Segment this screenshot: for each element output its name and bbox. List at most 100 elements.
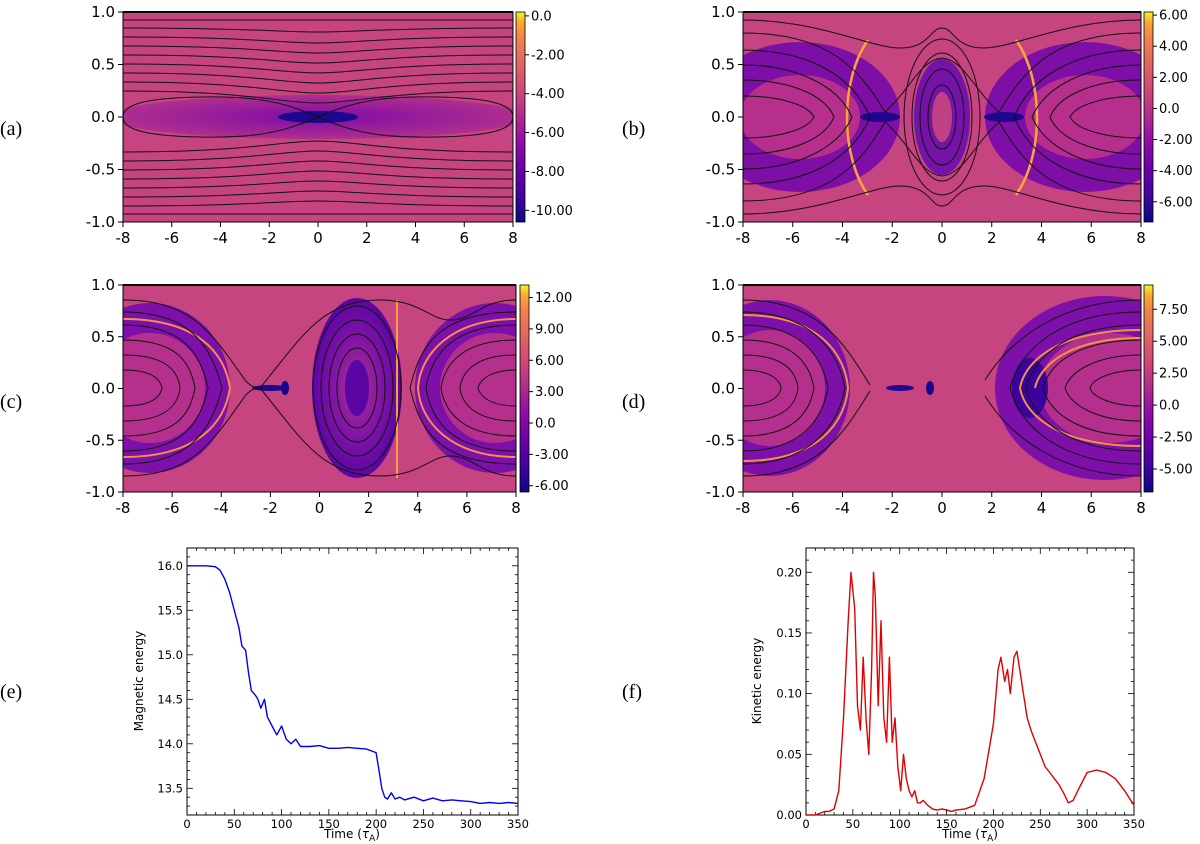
data-point bbox=[375, 752, 377, 754]
data-point bbox=[932, 808, 933, 810]
data-point bbox=[1053, 778, 1055, 779]
colorbar-tick-label: 0.0 bbox=[1159, 399, 1180, 414]
ytick-label: -0.5 bbox=[86, 431, 115, 449]
data-point bbox=[955, 809, 957, 811]
ytick-label: -1.0 bbox=[86, 483, 115, 501]
data-point bbox=[843, 717, 844, 719]
data-point bbox=[371, 750, 372, 752]
colorbar-tick-label: 0.0 bbox=[535, 417, 556, 432]
xtick-label: -4 bbox=[835, 499, 850, 517]
xtick-label: 6 bbox=[462, 499, 472, 517]
data-point bbox=[886, 741, 887, 743]
panel-e-xlabel: Time (τA) bbox=[323, 827, 380, 844]
data-point bbox=[248, 672, 249, 673]
panel-c-colorbar-ticks: 12.00 9.00 6.00 3.00 0.0 -3.00 -6.00 bbox=[529, 291, 572, 494]
panel-f-ylabel: Kinetic energy bbox=[750, 638, 764, 724]
colorbar-tick-label: -2.50 bbox=[1159, 431, 1193, 446]
ytick-label: 1.0 bbox=[91, 276, 115, 294]
panel-c-label: (c) bbox=[0, 391, 22, 413]
panel-e-plot: 0 50 100 150 200 250 300 350 16.0 15.5 15.0 14.5 14.… bbox=[157, 547, 529, 831]
ytick-label: 14.5 bbox=[157, 692, 183, 706]
ytick-label: 0.5 bbox=[91, 328, 115, 346]
panel-f-frame bbox=[805, 547, 1135, 816]
panel-d-colorbar-ticks: 7.50 5.00 2.50 0.0 -2.50 -5.00 bbox=[1153, 303, 1193, 478]
colorbar-tick-label: 9.00 bbox=[535, 322, 564, 337]
xtick-label: 200 bbox=[982, 817, 1004, 831]
xtick-label: 150 bbox=[318, 817, 340, 831]
panel-d-field bbox=[743, 285, 1141, 492]
data-point bbox=[281, 725, 282, 727]
data-point bbox=[245, 649, 247, 651]
data-point bbox=[897, 766, 899, 767]
data-point bbox=[285, 738, 287, 740]
data-point bbox=[964, 808, 966, 810]
data-point bbox=[922, 800, 924, 801]
data-point bbox=[850, 571, 852, 573]
xtick-label: 200 bbox=[365, 817, 387, 831]
data-point bbox=[404, 799, 405, 801]
xtick-label: 350 bbox=[1123, 817, 1145, 831]
ytick-label: -0.5 bbox=[706, 161, 735, 179]
data-point bbox=[889, 656, 890, 658]
magnetic-energy-line bbox=[187, 565, 519, 805]
data-point bbox=[432, 797, 434, 799]
panel-f-xlabel: Time (τA) bbox=[941, 827, 998, 844]
data-point bbox=[1023, 693, 1024, 695]
xtick-label: 300 bbox=[460, 817, 482, 831]
data-point bbox=[1114, 778, 1116, 779]
panel-c-field-lines bbox=[123, 299, 516, 477]
data-point bbox=[387, 798, 388, 800]
data-point bbox=[196, 565, 197, 567]
data-point bbox=[489, 802, 491, 803]
colorbar-tick-label: 6.00 bbox=[535, 354, 564, 369]
xtick-label: -2 bbox=[885, 499, 900, 517]
data-point bbox=[946, 809, 947, 811]
data-point bbox=[1026, 717, 1028, 719]
data-point bbox=[205, 565, 207, 567]
xtick-label: 250 bbox=[412, 817, 434, 831]
data-point bbox=[905, 778, 907, 779]
colorbar-tick-label: -2.00 bbox=[1159, 133, 1193, 148]
xtick-label: -4 bbox=[213, 229, 228, 247]
data-point bbox=[276, 734, 278, 736]
ytick-label: 1.0 bbox=[711, 276, 735, 294]
data-point bbox=[917, 802, 918, 804]
data-point bbox=[290, 743, 292, 745]
colorbar-tick-label: 0.0 bbox=[531, 9, 552, 24]
panel-d: (d) bbox=[622, 276, 1193, 517]
data-point bbox=[1009, 693, 1011, 695]
ytick-label: 13.5 bbox=[157, 781, 183, 795]
ytick-label: 0.0 bbox=[711, 108, 735, 126]
xtick-label: -8 bbox=[736, 499, 751, 517]
data-point bbox=[517, 803, 519, 804]
data-point bbox=[186, 565, 188, 567]
panel-d-axes: -8 -6 -4 -2 0 2 4 6 8 1.0 0.5 0.0 -0.5 -1.0 bbox=[706, 276, 1146, 517]
data-point bbox=[366, 748, 368, 750]
ytick-label: -0.5 bbox=[86, 161, 115, 179]
data-point bbox=[260, 707, 262, 709]
colorbar-tick-label: -6.00 bbox=[531, 126, 565, 141]
data-point bbox=[390, 792, 392, 794]
data-point bbox=[1049, 772, 1051, 773]
data-point bbox=[1030, 729, 1032, 731]
data-point bbox=[919, 802, 921, 804]
data-point bbox=[1077, 790, 1079, 792]
data-point bbox=[295, 738, 297, 740]
xtick-label: 0 bbox=[937, 229, 947, 247]
ytick-label: 0.0 bbox=[91, 380, 115, 398]
data-point bbox=[865, 717, 867, 719]
xtick-label: 4 bbox=[1037, 499, 1047, 517]
xtick-label: 8 bbox=[508, 229, 518, 247]
data-point bbox=[378, 770, 380, 771]
colorbar-tick-label: 0.0 bbox=[1159, 102, 1180, 117]
data-point bbox=[873, 571, 874, 573]
panel-a-label: (a) bbox=[0, 118, 22, 140]
panel-a-field bbox=[123, 12, 513, 222]
panel-d-field-lines bbox=[743, 299, 1141, 477]
data-point bbox=[271, 725, 273, 727]
data-point bbox=[381, 787, 383, 789]
ytick-label: -1.0 bbox=[706, 483, 735, 501]
panel-c: (c) bbox=[0, 276, 572, 517]
panel-b-field bbox=[743, 12, 1141, 222]
data-point bbox=[805, 814, 807, 816]
